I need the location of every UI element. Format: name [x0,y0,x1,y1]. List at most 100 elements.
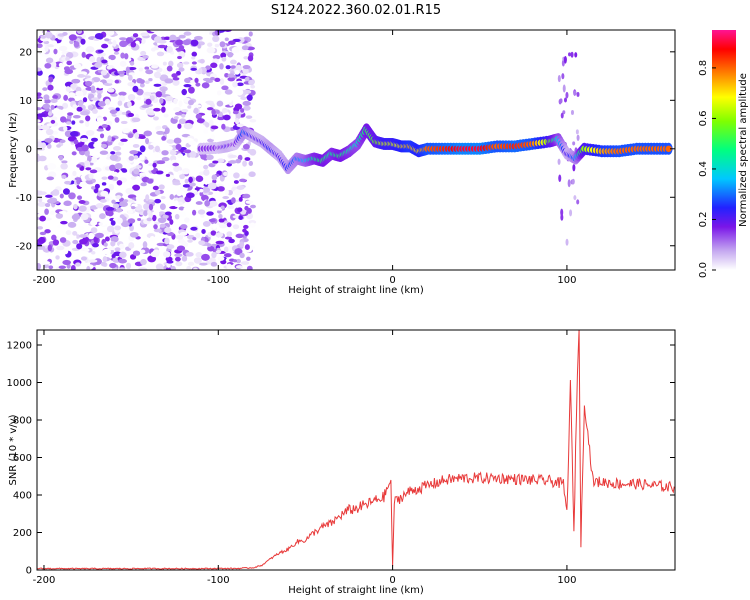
noise-cell [112,203,120,209]
noise-cell [88,173,94,179]
noise-cell [144,159,149,164]
noise-cell [44,229,51,234]
noise-cell [195,252,203,258]
noise-cell [119,60,127,67]
noise-cell [227,73,235,78]
noise-cell [153,83,162,87]
noise-cell [153,107,161,112]
noise-cell [232,224,240,230]
noise-cell [244,244,250,251]
noise-cell [242,160,247,167]
noise-cell [169,150,177,156]
ridge-cell [665,145,672,152]
noise-cell [139,99,145,105]
noise-cell [156,125,162,130]
noise-cell [127,112,135,117]
noise-cell [232,81,238,88]
noise-cell [146,166,154,171]
noise-cell [120,220,130,228]
y-tick-label: 1000 [7,378,32,389]
noise-cell [150,30,160,33]
noise-cell [45,57,54,64]
noise-cell [147,265,154,270]
noise-cell [62,188,70,195]
colorbar-tick-label: 0.4 [698,161,709,177]
noise-cell [49,210,55,215]
noise-cell [132,85,139,93]
noise-cell [120,120,128,125]
noise-cell [142,55,149,59]
noise-cell [109,262,117,269]
noise-cell [60,116,67,123]
noise-cell [174,200,179,208]
noise-cell [78,234,88,238]
noise-cell [65,56,70,62]
noise-cell [122,127,131,134]
noise-cell [44,208,49,215]
noise-cell [42,103,51,109]
noise-cell [558,174,562,182]
noise-cell [125,37,134,44]
noise-cell [203,127,209,135]
noise-cell [161,150,169,156]
noise-cell [174,213,180,220]
noise-cell [190,39,199,47]
noise-cell [164,227,172,234]
noise-cell [139,145,146,153]
noise-cell [48,197,58,204]
noise-cell [201,228,206,234]
noise-cell [161,156,170,162]
noise-cell [143,203,150,211]
noise-cell [199,262,208,266]
noise-cell [226,162,232,167]
noise-cell [37,119,41,123]
noise-cell [185,252,194,257]
noise-cell [168,60,174,67]
noise-cell [123,199,129,203]
noise-cell [124,53,129,60]
noise-cell [219,78,225,85]
noise-cell [116,180,123,186]
noise-cell [46,123,55,127]
noise-cell [148,77,153,82]
y-tick-label: 1200 [7,341,32,352]
noise-cell [145,137,150,145]
noise-cell [234,103,243,110]
noise-cell [97,93,102,99]
noise-cell [134,132,140,139]
noise-cell [576,92,580,97]
noise-cell [159,97,164,104]
noise-cell [84,120,90,128]
noise-cell [569,209,573,217]
colorbar-label: Normalized spectral amplitude [738,73,749,227]
noise-cell [79,137,89,143]
noise-cell [203,133,210,138]
noise-cell [183,84,192,88]
noise-cell [94,183,100,189]
noise-cell [50,119,56,124]
noise-cell [563,97,567,103]
noise-cell [225,65,231,70]
noise-cell [42,87,48,91]
noise-cell [217,186,225,192]
noise-cell [62,102,69,109]
noise-cell [202,221,211,227]
noise-cell [200,153,207,160]
noise-cell [118,95,126,102]
y-tick-label: -20 [16,241,32,252]
noise-cell [127,66,137,71]
noise-cell [96,117,104,123]
noise-cell [183,122,193,130]
noise-cell [131,117,141,123]
noise-cell [195,201,203,205]
noise-cell [177,170,183,175]
noise-cell [127,101,132,108]
noise-cell [223,253,232,258]
noise-cell [37,107,42,111]
noise-cell [572,164,576,172]
noise-cell [84,160,90,166]
noise-cell [114,151,122,156]
noise-cell [210,230,217,236]
noise-cell [64,130,73,138]
noise-cell [137,217,142,222]
